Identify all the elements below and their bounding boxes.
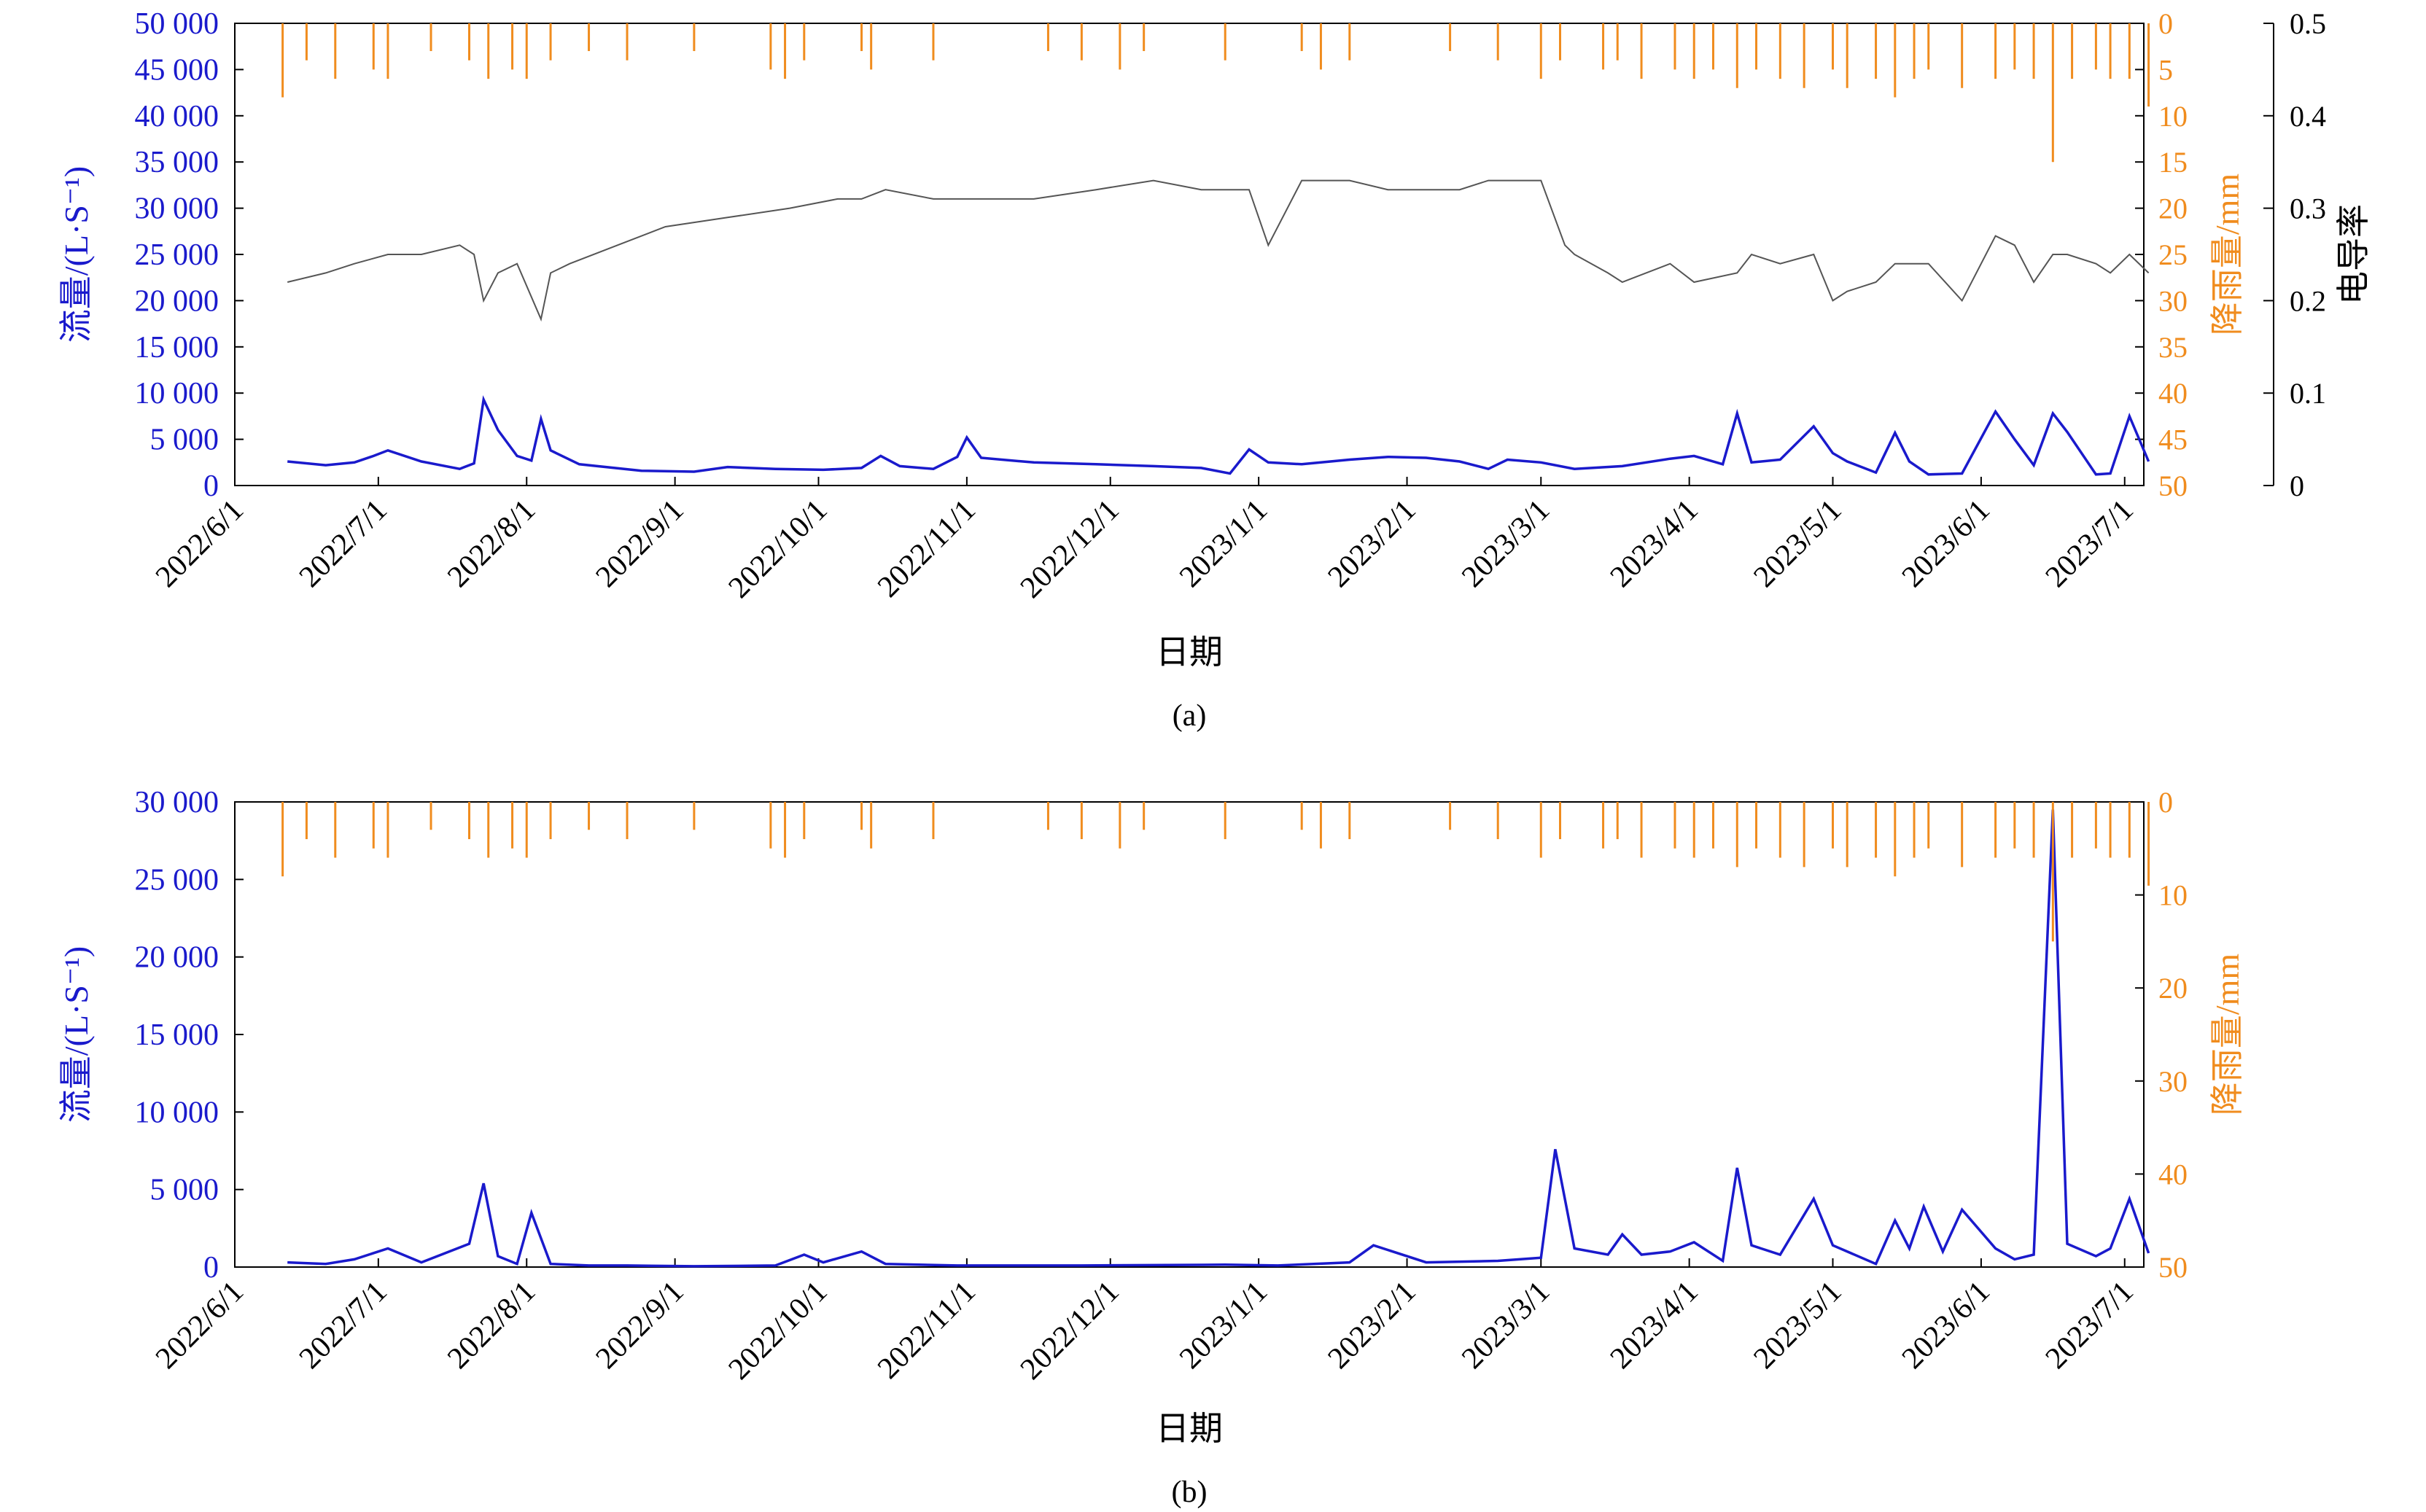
- x-axis-tick-label: 2023/5/1: [1747, 494, 1848, 594]
- right-axis-title: 降雨量/mm: [2209, 954, 2246, 1116]
- x-axis-title: 日期: [1156, 1410, 1223, 1447]
- x-axis-tick-label: 2022/7/1: [293, 1275, 394, 1376]
- x-axis-tick-label: 2022/11/1: [871, 1275, 982, 1386]
- x-axis-tick-label: 2022/8/1: [441, 494, 542, 594]
- x-axis-tick-label: 2022/10/1: [723, 1275, 834, 1387]
- x-axis-title: 日期: [1156, 634, 1223, 671]
- x-axis-tick-label: 2023/6/1: [1896, 1275, 1997, 1376]
- left-axis-tick-label: 30 000: [135, 192, 219, 226]
- left-axis-tick-label: 50 000: [135, 7, 219, 41]
- x-axis-tick-label: 2022/12/1: [1014, 494, 1126, 605]
- x-axis-tick-label: 2023/3/1: [1455, 494, 1556, 594]
- chart-panel-b: 0 5 000 10 000 15 000 20 000 25 000 30 000 流量/(…: [58, 786, 2246, 1509]
- right-axis-tick-label: 20: [2158, 972, 2188, 1005]
- left-axis-tick-label: 20 000: [135, 284, 219, 318]
- x-axis-tick-label: 2023/1/1: [1173, 1275, 1274, 1376]
- right-axis-tick-label: 40: [2158, 1158, 2188, 1190]
- left-axis-tick-label: 5 000: [150, 1174, 219, 1207]
- far-right-axis-tick-label: 0.3: [2290, 192, 2326, 225]
- far-right-axis-tick-label: 0.4: [2290, 100, 2326, 133]
- left-axis-tick-label: 15 000: [135, 1018, 219, 1052]
- plot-frame: [234, 23, 2145, 486]
- right-axis-tick-label: 50: [2158, 469, 2188, 502]
- x-axis-tick-label: 2023/4/1: [1604, 1275, 1705, 1376]
- right-axis-tick-label: 30: [2158, 1065, 2188, 1098]
- right-axis-title: 降雨量/mm: [2209, 174, 2246, 336]
- left-axis-tick-label: 35 000: [135, 146, 219, 179]
- left-axis-tick-label: 10 000: [135, 1096, 219, 1129]
- x-axis-tick-label: 2022/12/1: [1014, 1275, 1126, 1387]
- left-axis-tick-label: 0: [203, 1251, 219, 1285]
- x-axis-tick-label: 2023/5/1: [1747, 1275, 1848, 1376]
- panel-caption: (b): [1172, 1476, 1208, 1509]
- x-axis-tick-label: 2023/2/1: [1321, 1275, 1422, 1376]
- x-axis-tick-label: 2022/6/1: [149, 494, 250, 594]
- x-axis-tick-label: 2022/6/1: [149, 1275, 250, 1376]
- right-axis-tick-label: 35: [2158, 331, 2188, 364]
- x-axis-tick-label: 2022/10/1: [723, 494, 834, 605]
- left-axis-tick-label: 45 000: [135, 53, 219, 87]
- x-axis-tick-label: 2022/9/1: [590, 1275, 691, 1376]
- x-axis-tick-label: 2022/7/1: [293, 494, 394, 594]
- left-axis-tick-label: 0: [203, 469, 219, 503]
- panel-caption: (a): [1173, 699, 1207, 733]
- far-right-axis-tick-label: 0: [2290, 469, 2304, 502]
- x-axis-tick-label: 2023/4/1: [1604, 494, 1705, 594]
- far-right-axis-tick-label: 0.1: [2290, 377, 2326, 410]
- x-axis-tick-label: 2023/7/1: [2040, 494, 2140, 594]
- plot-frame: [234, 801, 2145, 1268]
- left-axis-tick-label: 25 000: [135, 863, 219, 897]
- conductivity-line: [287, 179, 2150, 322]
- left-axis-title: 流量/(L·S⁻¹): [58, 166, 95, 343]
- right-axis-tick-label: 20: [2158, 192, 2188, 225]
- far-right-axis-title: 电导率: [2335, 204, 2372, 305]
- right-axis-tick-label: 0: [2158, 786, 2173, 819]
- left-axis-tick-label: 5 000: [150, 424, 219, 457]
- right-axis-tick-label: 45: [2158, 424, 2188, 456]
- flow-line: [287, 809, 2150, 1268]
- x-axis-tick-label: 2023/3/1: [1455, 1275, 1556, 1376]
- left-axis-tick-label: 15 000: [135, 331, 219, 365]
- x-axis-tick-label: 2023/6/1: [1896, 494, 1997, 594]
- right-axis-tick-label: 30: [2158, 284, 2188, 317]
- left-axis-tick-label: 20 000: [135, 941, 219, 975]
- left-axis-tick-label: 40 000: [135, 100, 219, 133]
- x-axis-tick-label: 2022/8/1: [441, 1275, 542, 1376]
- chart-panel-a: 0 5 000 10 000 15 000 20 000 25 000 30 000 35 0…: [58, 7, 2372, 733]
- right-axis-tick-label: 5: [2158, 53, 2173, 86]
- right-axis-tick-label: 25: [2158, 238, 2188, 271]
- left-axis-tick-label: 30 000: [135, 786, 219, 819]
- x-axis-tick-label: 2022/11/1: [871, 494, 982, 604]
- right-axis-tick-label: 0: [2158, 7, 2173, 40]
- right-axis-tick-label: 50: [2158, 1251, 2188, 1284]
- far-right-axis-tick-label: 0.5: [2290, 7, 2326, 40]
- far-right-axis-tick-label: 0.2: [2290, 284, 2326, 317]
- x-axis-tick-label: 2023/1/1: [1173, 494, 1274, 594]
- right-axis-tick-label: 15: [2158, 146, 2188, 179]
- left-axis-tick-label: 25 000: [135, 238, 219, 272]
- flow-line: [287, 395, 2150, 476]
- right-axis-tick-label: 10: [2158, 879, 2188, 912]
- right-axis-tick-label: 40: [2158, 377, 2188, 410]
- left-axis-title: 流量/(L·S⁻¹): [58, 946, 95, 1123]
- right-axis-tick-label: 10: [2158, 100, 2188, 133]
- x-axis-tick-label: 2023/7/1: [2040, 1275, 2140, 1376]
- x-axis-tick-label: 2022/9/1: [590, 494, 691, 594]
- x-axis-tick-label: 2023/2/1: [1321, 494, 1422, 594]
- left-axis-tick-label: 10 000: [135, 377, 219, 410]
